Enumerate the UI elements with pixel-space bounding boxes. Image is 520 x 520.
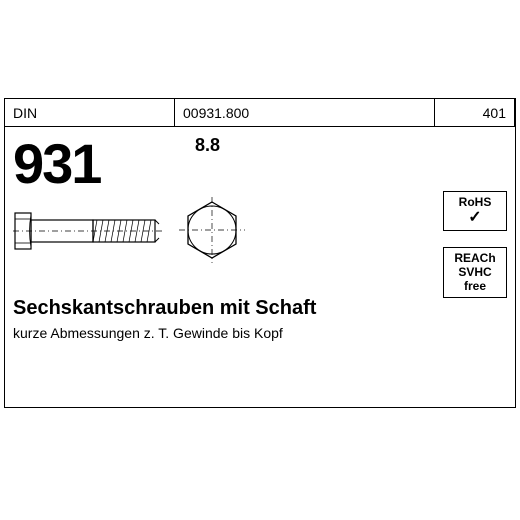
rohs-badge: RoHS ✓ bbox=[443, 191, 507, 231]
spec-card: DIN 00931.800 401 931 8.8 bbox=[4, 98, 516, 408]
header-din: DIN bbox=[5, 99, 175, 126]
bolt-side-view-icon bbox=[13, 207, 163, 255]
reach-badge: REACh SVHC free bbox=[443, 247, 507, 298]
product-subtitle: kurze Abmessungen z. T. Gewinde bis Kopf bbox=[13, 325, 283, 341]
header-code: 00931.800 bbox=[175, 99, 435, 126]
strength-grade: 8.8 bbox=[195, 135, 220, 156]
standard-number: 931 bbox=[13, 131, 100, 196]
reach-line3: free bbox=[446, 280, 504, 294]
header-row: DIN 00931.800 401 bbox=[5, 99, 515, 127]
reach-line2: SVHC bbox=[446, 266, 504, 280]
product-title: Sechskantschrauben mit Schaft bbox=[13, 297, 316, 320]
hex-front-view-icon bbox=[179, 197, 245, 263]
check-icon: ✓ bbox=[446, 210, 504, 226]
header-right: 401 bbox=[435, 99, 515, 126]
rohs-label: RoHS bbox=[446, 196, 504, 210]
reach-line1: REACh bbox=[446, 252, 504, 266]
